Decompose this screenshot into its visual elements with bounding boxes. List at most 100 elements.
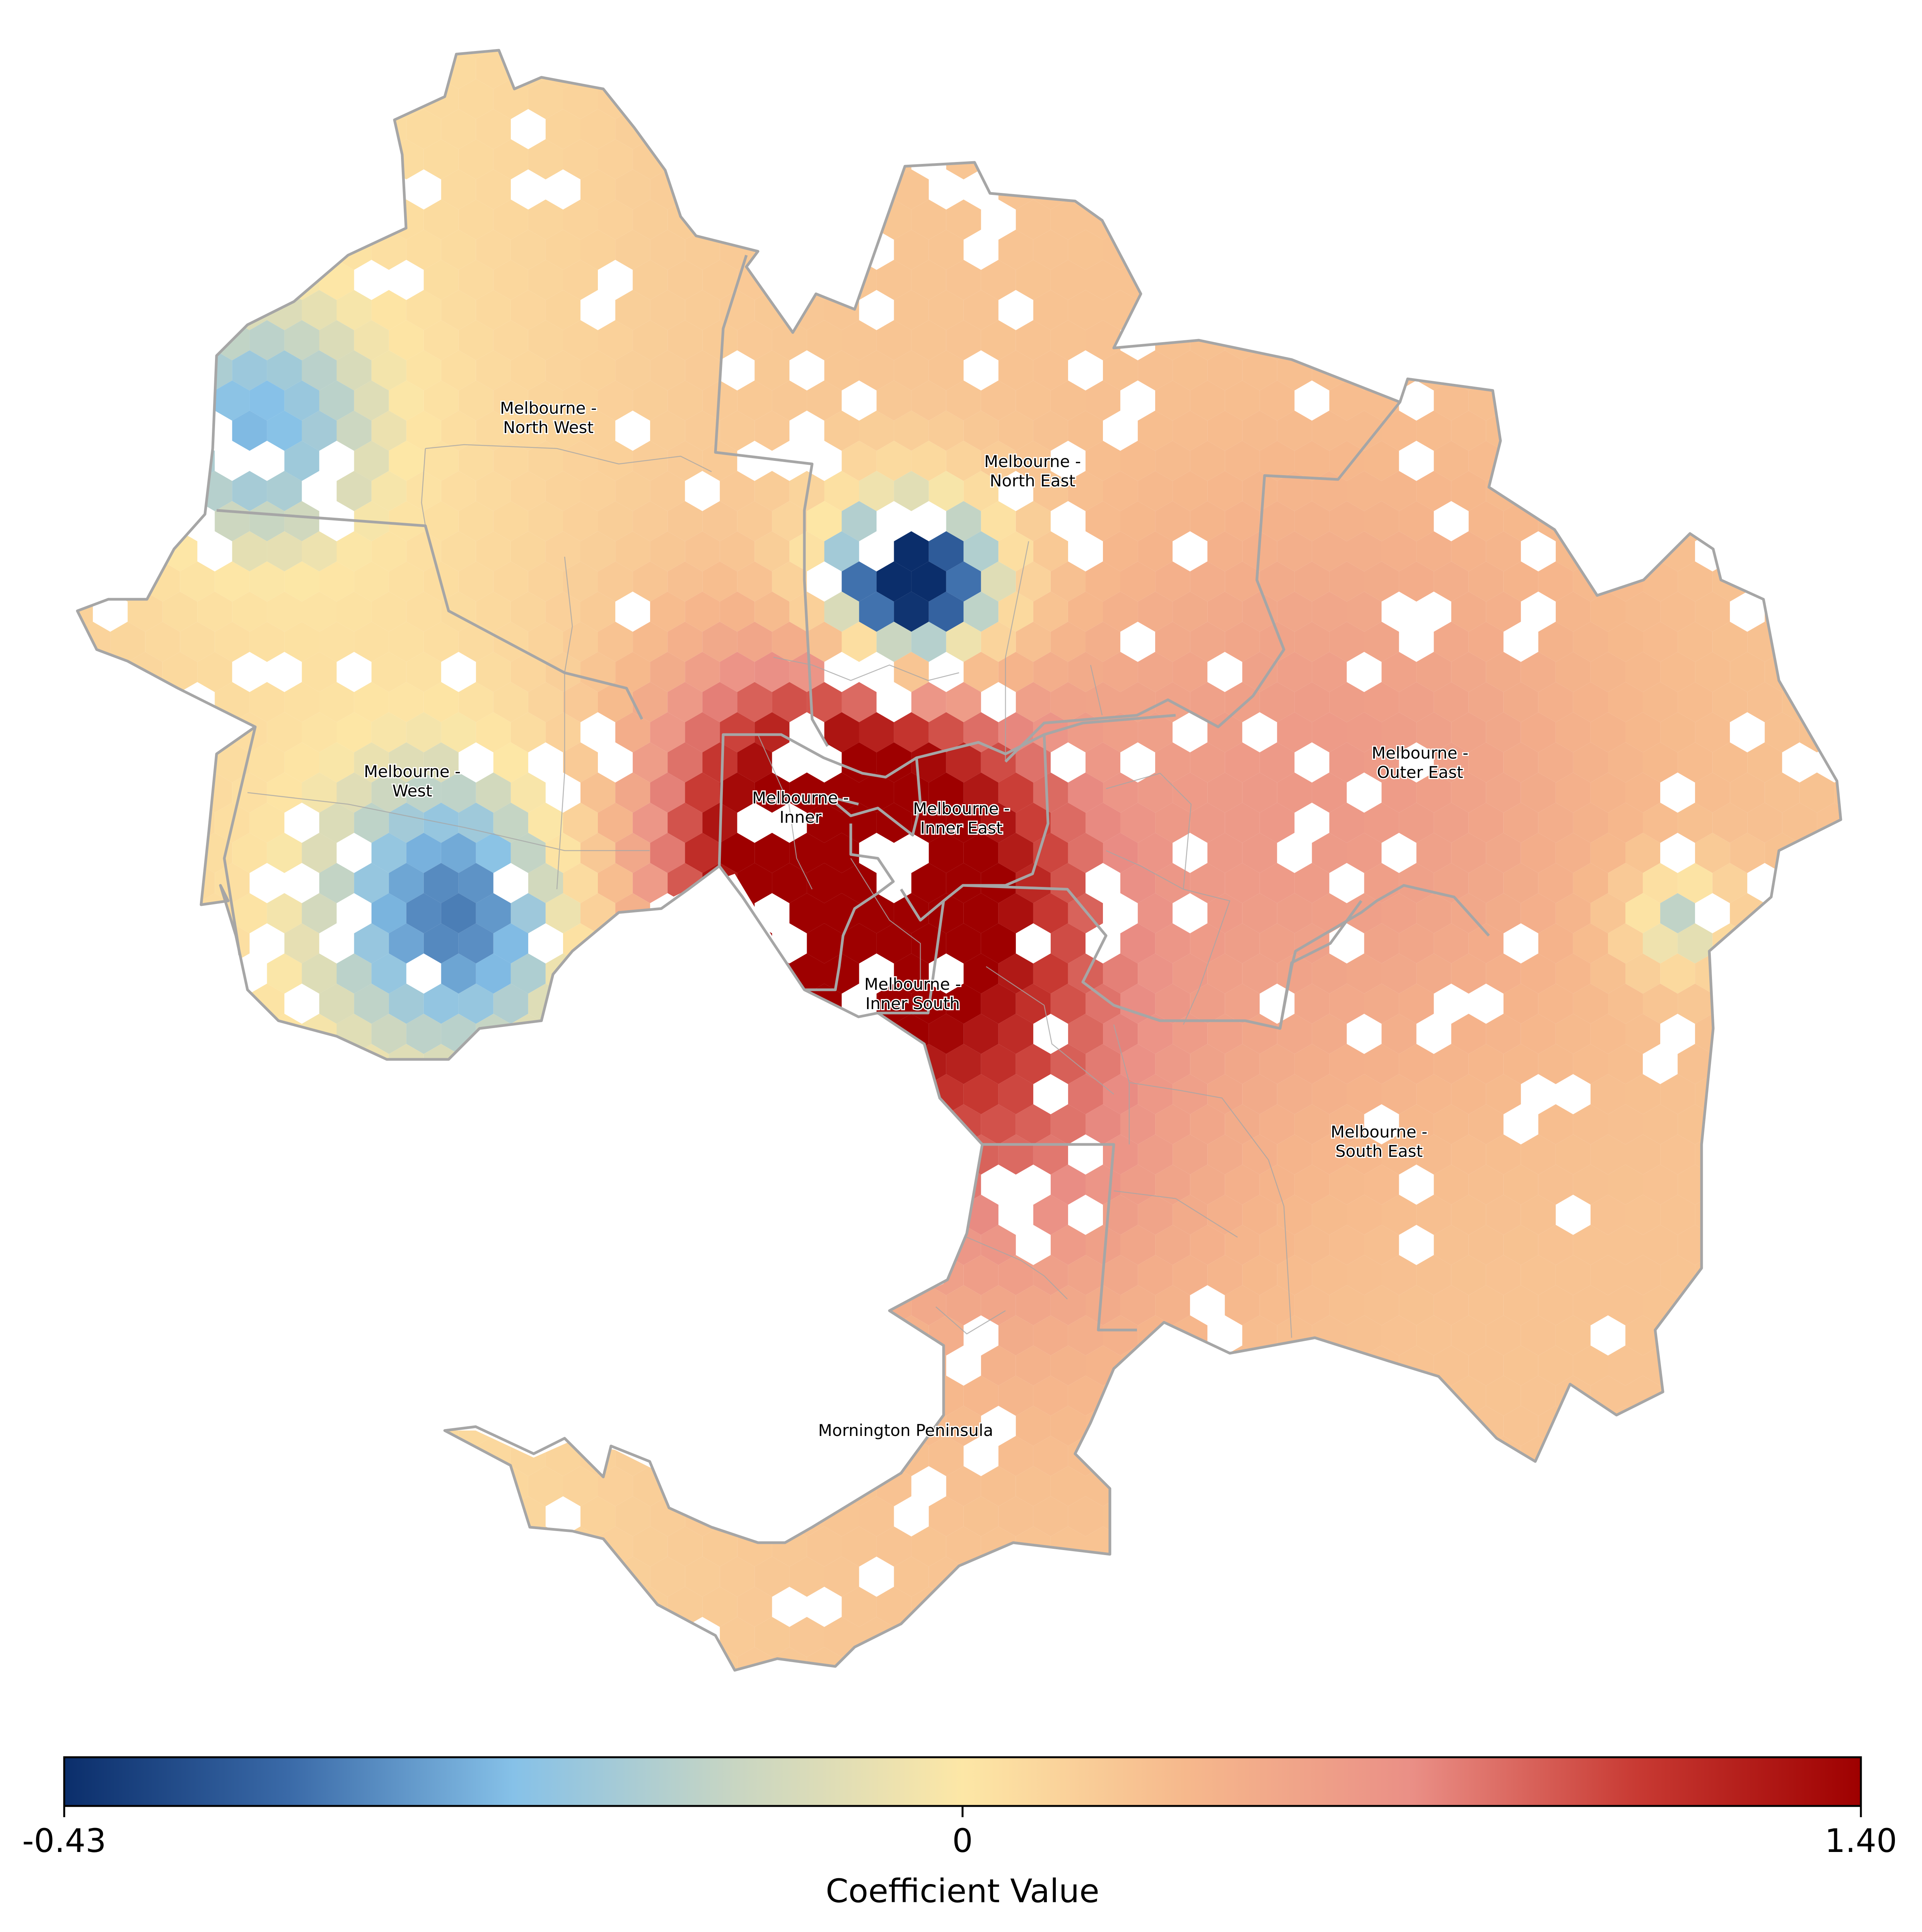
hex-cell	[284, 742, 319, 783]
hex-cell	[1730, 1255, 1765, 1295]
hex-cell	[458, 984, 493, 1024]
hex-cell	[1347, 833, 1382, 873]
region-label-inner-south: Melbourne -	[864, 975, 961, 994]
hex-cell	[1364, 1225, 1399, 1265]
hex-cell	[77, 169, 93, 210]
hex-cell	[1294, 139, 1330, 179]
hex-cell	[1503, 1587, 1538, 1627]
hex-cell	[615, 471, 650, 511]
hex-cell	[1538, 622, 1573, 662]
hex-cell	[1521, 1134, 1556, 1175]
hex-cell	[859, 893, 894, 933]
hex-cell	[1347, 1376, 1382, 1416]
hex-cell	[1033, 1195, 1068, 1235]
hex-cell	[1033, 350, 1068, 390]
hex-cell	[302, 1496, 337, 1536]
hex-cell	[1468, 1165, 1504, 1205]
hex-cell	[1294, 1165, 1330, 1205]
hex-cell	[1782, 1165, 1817, 1205]
hex-cell	[1103, 1557, 1138, 1597]
hex-cell	[1643, 441, 1678, 481]
hex-cell	[894, 290, 929, 330]
hex-cell	[128, 1496, 163, 1536]
hex-cell	[389, 984, 424, 1024]
hex-cell	[1399, 79, 1434, 119]
hex-cell	[563, 501, 598, 541]
hex-cell	[1294, 50, 1330, 59]
hex-cell	[1573, 1345, 1608, 1386]
hex-cell	[1312, 290, 1347, 330]
hex-cell	[1678, 561, 1713, 602]
hex-cell	[1695, 1617, 1730, 1657]
hex-cell	[1364, 1466, 1399, 1506]
hex-cell	[615, 531, 650, 571]
hex-cell	[1608, 682, 1643, 722]
hex-cell	[458, 1466, 493, 1506]
hex-cell	[1678, 803, 1713, 843]
hex-cell	[598, 803, 633, 843]
hex-cell	[1207, 893, 1243, 933]
hex-cell	[563, 380, 598, 421]
hex-cell	[1451, 1315, 1486, 1356]
hex-cell	[1347, 1436, 1382, 1476]
hex-cell	[1103, 531, 1138, 571]
hex-cell	[1834, 1255, 1841, 1295]
hex-cell	[215, 380, 250, 421]
hex-cell	[981, 260, 1016, 300]
hex-cell	[1608, 742, 1643, 783]
hex-cell	[1625, 1134, 1661, 1175]
hex-cell	[1747, 200, 1782, 240]
hex-cell	[702, 561, 737, 602]
hex-cell	[1643, 320, 1678, 360]
hex-cell	[1329, 803, 1364, 843]
hex-cell	[1364, 1587, 1399, 1627]
hex-cell	[1242, 1255, 1277, 1295]
hex-cell	[1834, 953, 1841, 994]
hexbin-layer	[77, 50, 1841, 1670]
hex-cell	[1312, 411, 1347, 451]
hex-cell	[1555, 1014, 1591, 1054]
hex-cell	[1817, 260, 1841, 300]
hex-cell	[1782, 1285, 1817, 1325]
hex-cell	[1747, 501, 1782, 541]
hex-cell	[946, 79, 981, 119]
hex-cell	[1364, 320, 1399, 360]
hex-cell	[423, 1526, 459, 1567]
hex-cell	[93, 1255, 128, 1295]
hex-cell	[1747, 1165, 1782, 1205]
hex-cell	[1399, 260, 1434, 300]
hex-cell	[1190, 1104, 1225, 1144]
hex-cell	[336, 1376, 372, 1416]
hex-cell	[545, 712, 580, 752]
hex-cell	[754, 1617, 790, 1657]
hex-cell	[929, 471, 964, 511]
hex-cell	[563, 441, 598, 481]
hex-cell	[1712, 1285, 1748, 1325]
hex-cell	[998, 1074, 1033, 1114]
hex-cell	[1312, 953, 1347, 994]
hex-cell	[1555, 1315, 1591, 1356]
hex-cell	[1643, 803, 1678, 843]
hex-cell	[354, 682, 389, 722]
hex-cell	[1050, 1285, 1086, 1325]
hex-cell	[1190, 441, 1225, 481]
hex-cell	[1294, 984, 1330, 1024]
hex-cell	[1138, 652, 1173, 692]
hex-cell	[1190, 984, 1225, 1024]
hex-cell	[1173, 290, 1208, 330]
hex-cell	[1260, 682, 1295, 722]
hex-cell	[1434, 380, 1469, 421]
hex-cell	[319, 1345, 354, 1386]
hex-cell	[77, 1014, 93, 1054]
hex-cell	[807, 803, 842, 843]
hex-cell	[232, 833, 267, 873]
hex-cell	[946, 1587, 981, 1627]
hex-cell	[1712, 803, 1748, 843]
hex-cell	[319, 320, 354, 360]
hex-cell	[1138, 953, 1173, 994]
hex-cell	[859, 50, 894, 89]
hex-cell	[110, 1587, 145, 1627]
hex-cell	[128, 953, 163, 994]
hex-cell	[667, 441, 703, 481]
hex-cell	[249, 1406, 285, 1446]
